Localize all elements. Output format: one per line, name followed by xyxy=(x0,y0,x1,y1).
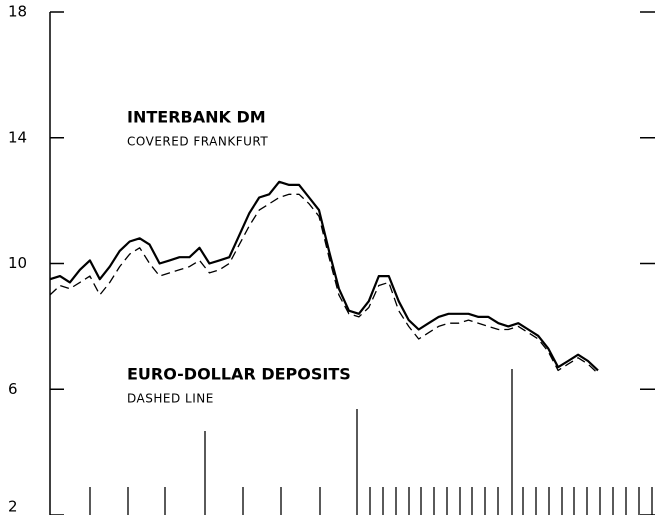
y-tick-label: 18 xyxy=(8,3,27,21)
y-tick-label: 14 xyxy=(8,128,27,146)
y-tick-label: 10 xyxy=(8,254,27,272)
series-annotation-sub: COVERED FRANKFURT xyxy=(127,135,268,149)
series-annotation: INTERBANK DM xyxy=(127,108,266,127)
series-annotation: EURO-DOLLAR DEPOSITS xyxy=(127,365,351,384)
y-tick-label: 2 xyxy=(8,498,18,515)
series-annotation-sub: DASHED LINE xyxy=(127,392,214,406)
y-tick-label: 6 xyxy=(8,380,18,398)
series-line xyxy=(49,193,599,374)
series-line xyxy=(49,180,599,372)
